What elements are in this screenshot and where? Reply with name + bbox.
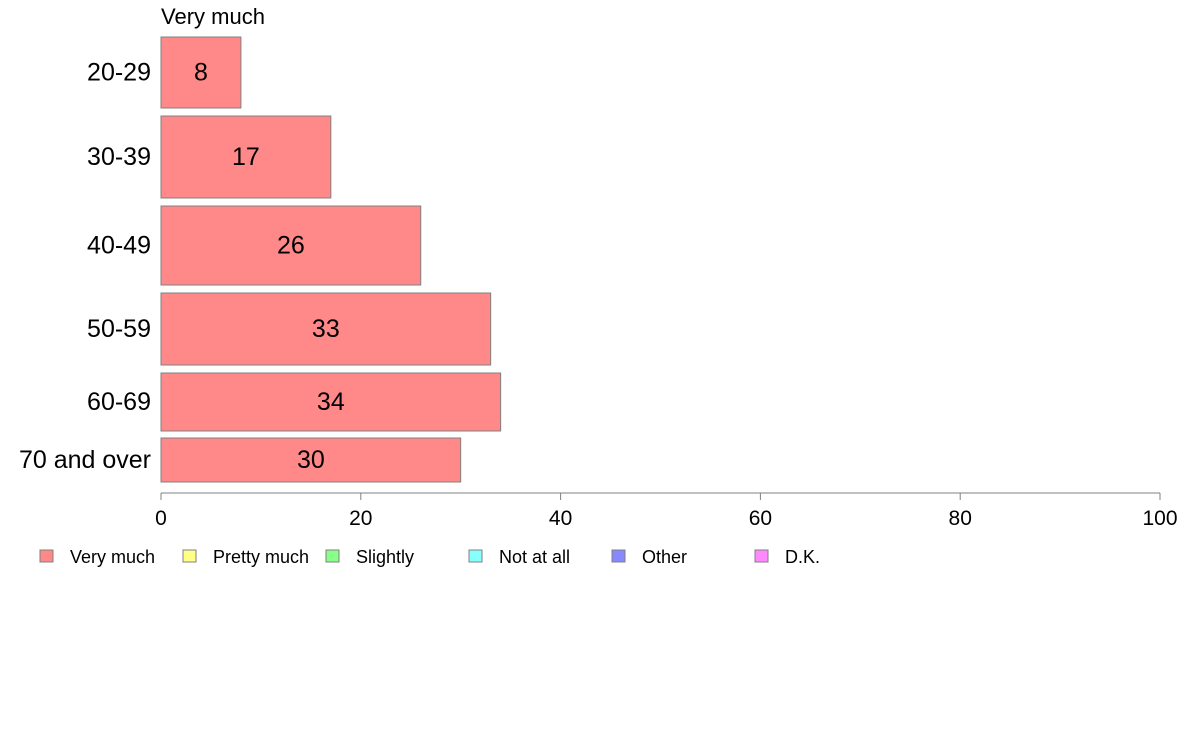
bar xyxy=(160,372,502,432)
x-axis: 0 20 40 60 80 100 xyxy=(155,492,1178,530)
bar-value-label: 26 xyxy=(277,232,305,260)
bar-value-label: 30 xyxy=(297,446,325,474)
bar-value-label: 33 xyxy=(312,315,340,343)
bars: 8 20-29 17 30-39 26 40-49 33 50-59 34 60-69 30 70 a… xyxy=(19,36,502,483)
legend-label: Very much xyxy=(70,547,155,567)
x-tick-label: 100 xyxy=(1142,507,1177,530)
bar-value-label: 34 xyxy=(317,388,345,416)
category-label: 20-29 xyxy=(87,59,151,87)
legend-swatch xyxy=(325,549,340,563)
bar xyxy=(160,36,242,109)
category-label: 40-49 xyxy=(87,232,151,260)
category-label: 50-59 xyxy=(87,315,151,343)
legend-swatch xyxy=(182,549,197,563)
bar xyxy=(160,437,462,483)
legend-label: Slightly xyxy=(356,547,414,567)
x-tick-label: 60 xyxy=(749,507,772,530)
legend: Very much Pretty much Slightly Not at all Ot… xyxy=(39,547,820,567)
x-tick-label: 40 xyxy=(549,507,572,530)
bar-value-label: 17 xyxy=(232,143,260,171)
series-title: Very much xyxy=(161,4,265,29)
x-tick-label: 0 xyxy=(155,507,167,530)
legend-label: Pretty much xyxy=(213,547,309,567)
legend-swatch xyxy=(468,549,483,563)
bar xyxy=(160,115,332,199)
legend-label: Other xyxy=(642,547,687,567)
bar xyxy=(160,292,492,366)
legend-swatch xyxy=(39,549,54,563)
bar-value-label: 8 xyxy=(194,59,208,87)
legend-swatch xyxy=(611,549,626,563)
legend-swatch xyxy=(754,549,769,563)
category-label: 60-69 xyxy=(87,388,151,416)
x-tick-label: 20 xyxy=(349,507,372,530)
x-tick-label: 80 xyxy=(949,507,972,530)
category-label: 70 and over xyxy=(19,446,151,474)
legend-label: Not at all xyxy=(499,547,570,567)
legend-label: D.K. xyxy=(785,547,820,567)
bar xyxy=(160,205,422,286)
category-label: 30-39 xyxy=(87,143,151,171)
